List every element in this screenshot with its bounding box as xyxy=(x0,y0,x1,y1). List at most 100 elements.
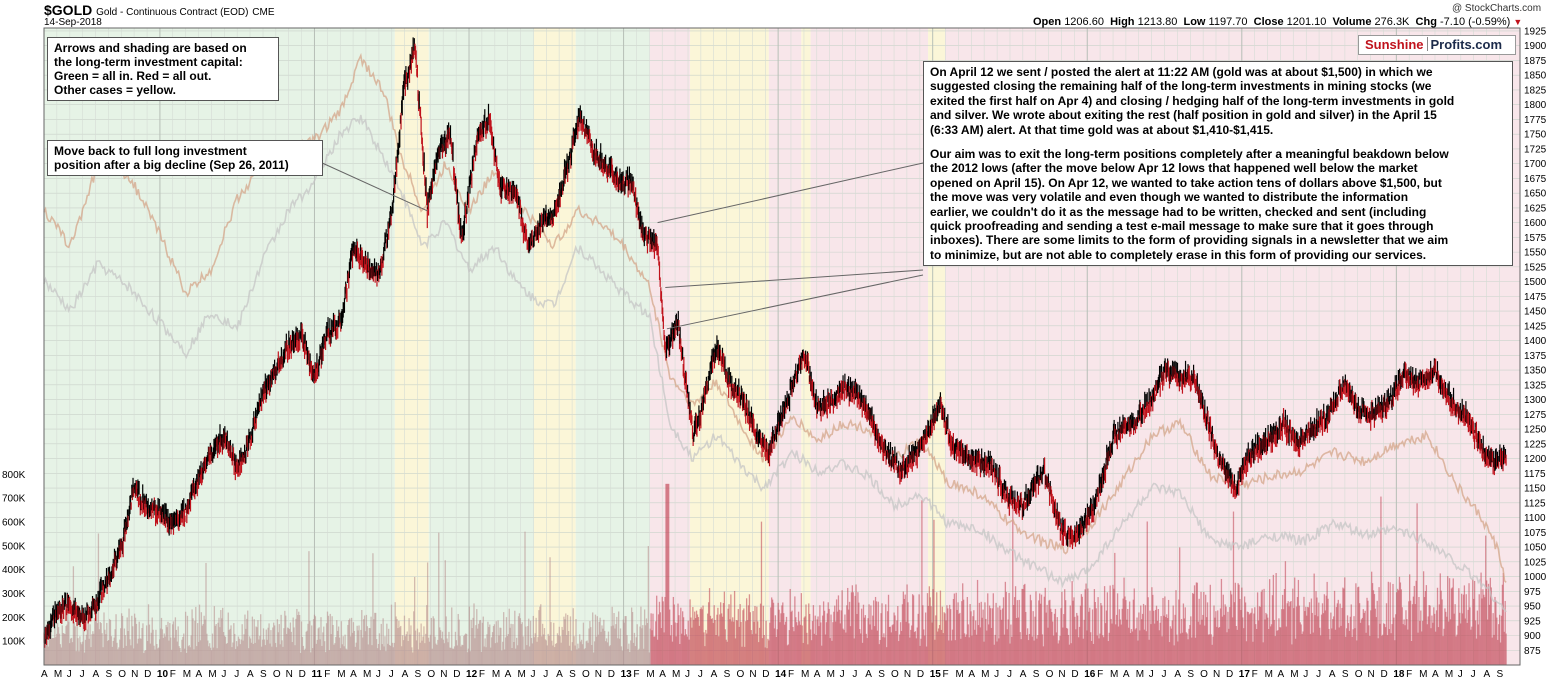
volume-bar xyxy=(749,612,751,665)
volume-bar xyxy=(75,651,77,665)
volume-bar xyxy=(439,627,441,665)
volume-bar xyxy=(543,628,546,665)
volume-bar xyxy=(1335,607,1338,665)
volume-bar xyxy=(1138,612,1140,665)
volume-bar xyxy=(1443,628,1445,665)
volume-bar xyxy=(527,626,529,665)
volume-bar xyxy=(1383,624,1386,665)
volume-bar xyxy=(1212,636,1214,665)
volume-bar xyxy=(1303,596,1305,665)
volume-bar xyxy=(1402,624,1404,665)
volume-bar xyxy=(656,639,659,665)
volume-bar xyxy=(1479,635,1481,665)
volume-bar xyxy=(1262,642,1264,665)
volume-bar xyxy=(896,620,898,665)
volume-bar xyxy=(844,614,846,665)
stockcharts-credit[interactable]: @ StockCharts.com xyxy=(1452,3,1542,14)
volume-bar xyxy=(890,632,892,665)
volume-bar xyxy=(265,629,267,665)
volume-bar xyxy=(1125,600,1127,665)
volume-bar xyxy=(597,634,599,665)
time-tick-label: O xyxy=(427,669,435,680)
volume-bar xyxy=(123,628,126,665)
volume-bar xyxy=(1101,605,1103,665)
volume-bar xyxy=(1007,619,1009,665)
volume-bar xyxy=(1274,636,1276,665)
volume-bar xyxy=(260,614,262,665)
volume-bar xyxy=(1064,600,1067,665)
volume-bar xyxy=(1459,612,1461,665)
volume-bar xyxy=(313,614,316,665)
volume-bar xyxy=(1222,594,1224,665)
volume-bar xyxy=(189,647,191,665)
volume-bar xyxy=(337,626,340,665)
volume-bar xyxy=(722,603,725,665)
volume-bar xyxy=(745,598,748,665)
volume-bar xyxy=(956,609,958,665)
volume-bar xyxy=(1354,628,1356,665)
volume-bar xyxy=(1173,645,1175,665)
volume-bar xyxy=(1472,579,1474,665)
volume-bar xyxy=(562,629,564,665)
volume-bar xyxy=(1115,624,1117,665)
volume-bar xyxy=(817,616,819,665)
volume-bar xyxy=(185,652,188,665)
volume-bar xyxy=(761,638,764,665)
volume-bar xyxy=(642,625,644,665)
volume-bar xyxy=(1325,595,1327,665)
volume-bar xyxy=(1092,643,1095,665)
volume-bar xyxy=(1470,629,1472,665)
volume-bar xyxy=(940,629,943,665)
volume-bar xyxy=(972,616,974,665)
volume-bar xyxy=(1065,627,1068,665)
volume-bar xyxy=(744,646,746,665)
volume-bar xyxy=(131,615,133,665)
volume-bar xyxy=(1346,615,1349,665)
volume-tick-label: 800K xyxy=(2,470,26,481)
volume-bar xyxy=(279,644,281,665)
volume-bar xyxy=(1019,632,1021,665)
volume-bar xyxy=(486,634,488,665)
time-tick-label: J xyxy=(530,669,535,680)
volume-bar xyxy=(1464,618,1466,665)
volume-bar xyxy=(1498,624,1500,665)
price-tick-label: 1900 xyxy=(1524,41,1547,52)
chart-title: $GOLD Gold - Continuous Contract (EOD) C… xyxy=(44,2,275,18)
volume-bar xyxy=(1045,612,1047,665)
volume-bar xyxy=(416,628,419,665)
volume-bar xyxy=(1385,603,1388,665)
time-tick-label: F xyxy=(633,669,639,680)
price-tick-label: 1525 xyxy=(1524,262,1547,273)
volume-bar xyxy=(261,639,264,665)
volume-bar xyxy=(458,619,460,665)
volume-bar xyxy=(943,612,945,665)
volume-bar xyxy=(1143,629,1146,665)
time-tick-label: N xyxy=(131,669,138,680)
volume-bar xyxy=(135,623,138,665)
volume-bar xyxy=(114,629,116,665)
volume-bar xyxy=(814,615,816,665)
volume-bar xyxy=(201,625,203,665)
volume-bar xyxy=(1055,632,1058,665)
volume-bar xyxy=(957,602,959,665)
volume-bar xyxy=(1039,593,1041,665)
volume-bar xyxy=(365,614,368,665)
volume-bar xyxy=(796,625,799,665)
volume-bar xyxy=(1201,619,1203,665)
time-tick-label: M xyxy=(956,669,964,680)
volume-bar xyxy=(1036,638,1038,665)
volume-bar xyxy=(927,605,930,665)
volume-bar xyxy=(858,602,860,665)
time-tick-label: D xyxy=(1226,669,1233,680)
volume-bar xyxy=(1043,596,1045,665)
volume-bar xyxy=(207,640,209,665)
volume-bar xyxy=(504,637,507,665)
exchange: CME xyxy=(252,7,275,18)
volume-bar xyxy=(1168,642,1171,665)
price-tick-label: 1425 xyxy=(1524,321,1547,332)
volume-bar xyxy=(747,605,750,665)
volume-bar xyxy=(660,628,662,665)
volume-bar xyxy=(1282,609,1285,665)
time-tick-label: M xyxy=(492,669,500,680)
volume-bar xyxy=(209,643,211,665)
